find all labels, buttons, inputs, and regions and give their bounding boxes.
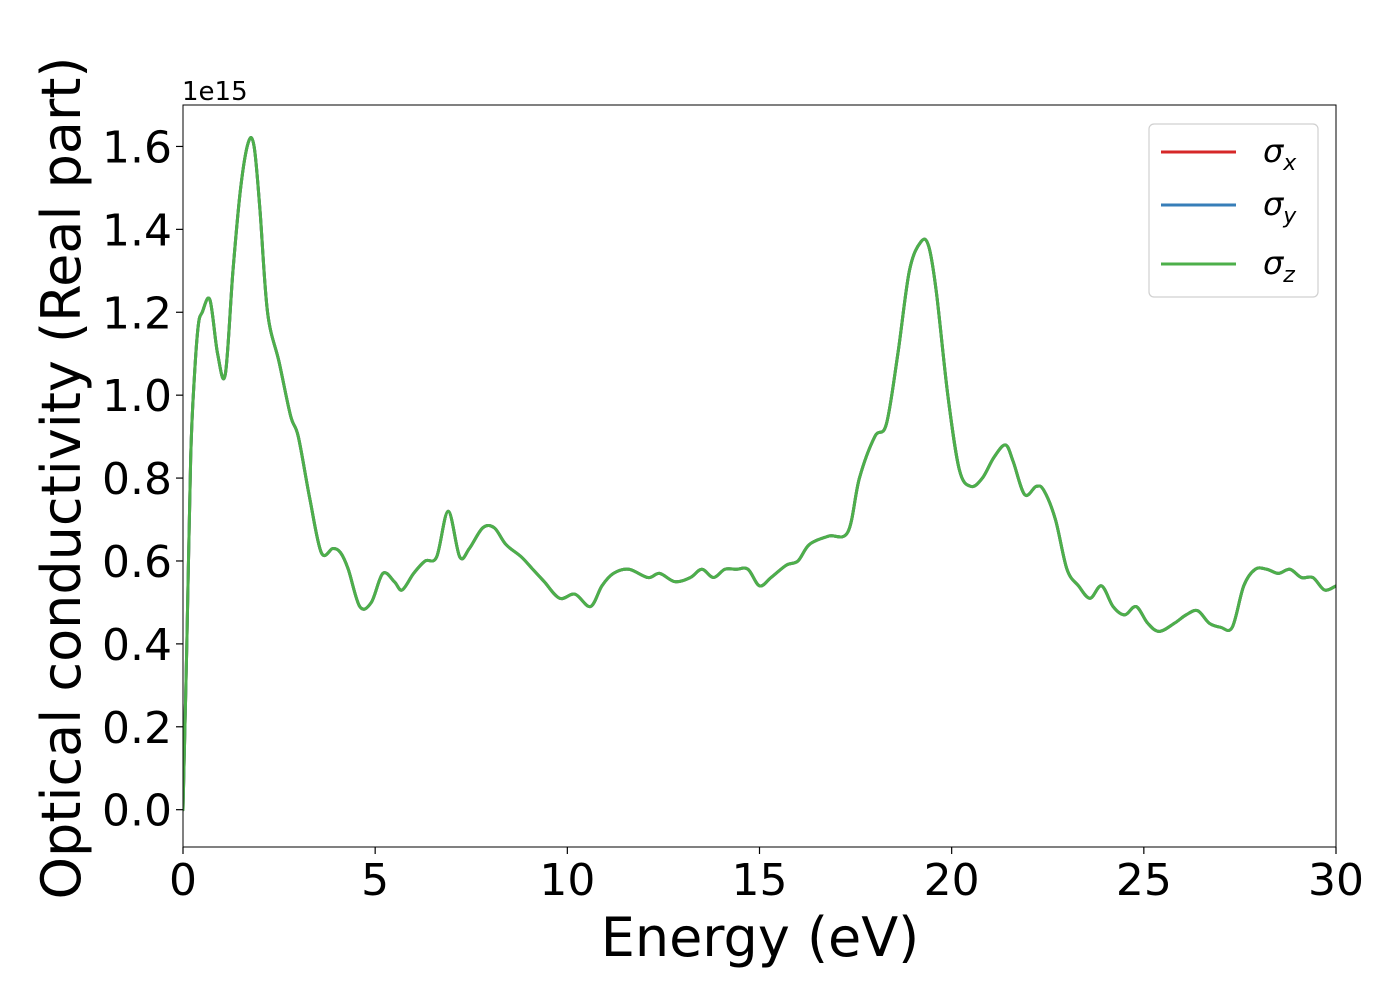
y-tick-label: 1.6 bbox=[102, 122, 172, 173]
x-axis: 0 5 10 15 20 25 30 bbox=[169, 847, 1364, 906]
legend-box bbox=[1148, 123, 1319, 298]
series-line-3 bbox=[183, 136, 1336, 812]
x-tick-label: 10 bbox=[539, 855, 595, 906]
x-axis-label: Energy (eV) bbox=[601, 906, 920, 969]
x-tick-label: 30 bbox=[1308, 855, 1364, 906]
legend-label-2: σy bbox=[1263, 185, 1297, 229]
x-tick-label: 15 bbox=[732, 855, 788, 906]
x-tick-label: 25 bbox=[1116, 855, 1172, 906]
x-tick-label: 5 bbox=[361, 855, 389, 906]
y-tick-label: 0.2 bbox=[102, 703, 172, 754]
plot-area bbox=[182, 104, 1337, 848]
y-tick-label: 0.8 bbox=[102, 454, 172, 505]
y-tick-label: 1.2 bbox=[102, 288, 172, 339]
y-tick-label: 1.0 bbox=[102, 371, 172, 422]
y-axis-label: Optical conductivity (Real part) bbox=[30, 57, 93, 900]
y-tick-label: 1.4 bbox=[102, 205, 172, 256]
y-offset-text: 1e15 bbox=[182, 77, 248, 107]
legend-items: σx σy σz bbox=[1161, 132, 1297, 288]
legend-label-3: σz bbox=[1263, 244, 1295, 288]
y-tick-label: 0.6 bbox=[102, 537, 172, 588]
legend[interactable]: σx σy σz bbox=[1148, 123, 1319, 298]
legend-label-1: σx bbox=[1263, 132, 1297, 176]
y-tick-label: 0.4 bbox=[102, 620, 172, 671]
series-layer bbox=[183, 136, 1336, 812]
x-tick-label: 20 bbox=[924, 855, 980, 906]
x-tick-label: 0 bbox=[169, 855, 197, 906]
y-axis: 0.0 0.2 0.4 0.6 0.8 1.0 1.2 1.4 1.6 bbox=[102, 122, 183, 837]
y-tick-label: 0.0 bbox=[102, 786, 172, 837]
